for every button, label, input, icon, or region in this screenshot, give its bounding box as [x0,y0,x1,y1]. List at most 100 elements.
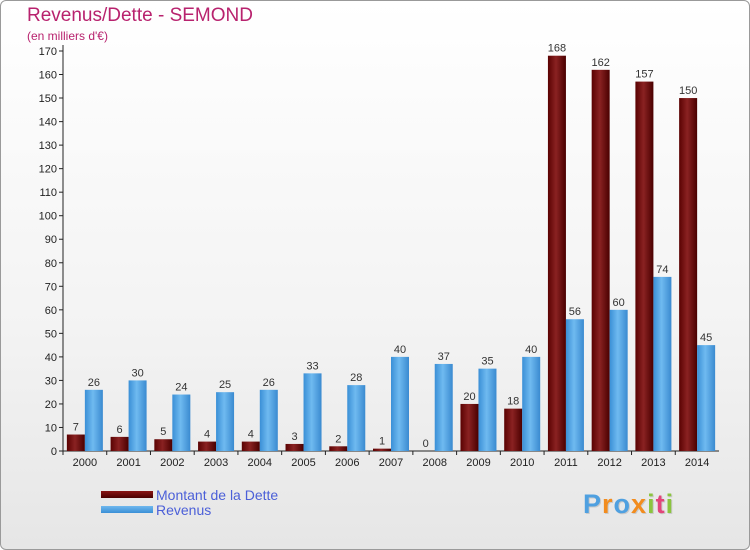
x-tick-label: 2002 [160,457,184,469]
bar-dette [66,434,85,451]
y-tick-label: 50 [45,328,57,340]
data-label-dette: 6 [117,424,123,436]
bar-revenus [609,309,628,451]
data-label-revenus: 26 [263,377,275,389]
data-label-revenus: 56 [569,306,581,318]
data-label-dette: 162 [591,57,609,69]
bar-dette [198,441,217,451]
bar-revenus [84,389,103,451]
bar-dette [285,443,304,451]
y-tick-label: 100 [39,211,57,223]
bar-dette [504,408,523,451]
data-label-dette: 5 [160,426,166,438]
x-tick-label: 2010 [510,457,534,469]
y-tick-label: 150 [39,93,57,105]
x-tick-label: 2003 [204,457,228,469]
y-tick-label: 20 [45,399,57,411]
bar-dette [154,439,173,451]
data-label-revenus: 24 [175,382,187,394]
bar-revenus [653,276,672,451]
x-tick-label: 2000 [73,457,97,469]
legend-swatch-dette [101,491,153,498]
data-label-revenus: 45 [700,332,712,344]
y-tick-label: 40 [45,352,57,364]
y-tick-label: 80 [45,258,57,270]
data-label-dette: 18 [507,396,519,408]
proxiti-logo: Proxiti [583,489,675,519]
x-tick-label: 2008 [422,457,446,469]
bar-revenus [478,368,497,451]
bar-dette [241,441,260,451]
data-label-revenus: 35 [481,356,493,368]
bar-revenus [697,345,716,451]
bar-revenus [522,356,541,451]
data-label-dette: 3 [291,431,297,443]
bar-revenus [259,389,278,451]
bar-revenus [303,373,322,451]
x-tick-label: 2005 [291,457,315,469]
bar-revenus [172,394,191,451]
data-label-revenus: 25 [219,379,231,391]
data-label-dette: 20 [463,391,475,403]
bar-revenus [565,319,584,451]
data-label-revenus: 60 [613,297,625,309]
y-tick-label: 160 [39,70,57,82]
bar-dette [635,81,654,452]
x-tick-label: 2009 [466,457,490,469]
y-tick-label: 70 [45,281,57,293]
data-label-revenus: 30 [131,367,143,379]
x-tick-label: 2007 [379,457,403,469]
data-label-dette: 7 [73,422,79,434]
data-label-dette: 1 [379,436,385,448]
y-tick-label: 90 [45,234,57,246]
bar-dette [460,403,479,451]
data-label-revenus: 37 [438,351,450,363]
y-tick-label: 170 [39,46,57,58]
data-label-revenus: 40 [525,344,537,356]
x-tick-label: 2012 [597,457,621,469]
chart-data-labels: 7266305244254263332281400372035184016856… [73,43,712,450]
data-label-dette: 2 [335,433,341,445]
chart-title: Revenus/Dette - SEMOND [27,5,253,26]
x-tick-label: 2013 [641,457,665,469]
legend-label-dette: Montant de la Dette [156,487,279,503]
data-label-revenus: 40 [394,344,406,356]
y-tick-label: 0 [51,446,57,458]
y-tick-label: 140 [39,117,57,129]
data-label-revenus: 28 [350,372,362,384]
y-tick-label: 10 [45,422,57,434]
legend-label-revenus: Revenus [156,502,212,518]
x-tick-label: 2004 [248,457,272,469]
y-tick-label: 130 [39,140,57,152]
bar-dette [373,448,391,451]
data-label-revenus: 74 [656,264,668,276]
data-label-dette: 4 [248,429,254,441]
bar-dette [679,98,698,451]
bar-dette [110,436,129,451]
bar-revenus [391,356,409,451]
data-label-dette: 0 [423,438,429,450]
legend-swatch-revenus [101,506,153,513]
bar-revenus [434,363,453,451]
x-tick-label: 2006 [335,457,359,469]
data-label-dette: 168 [548,43,566,55]
data-label-revenus: 33 [306,360,318,372]
bar-dette [547,55,566,452]
chart-bars [66,55,716,452]
data-label-dette: 4 [204,429,210,441]
data-label-revenus: 26 [88,377,100,389]
y-tick-label: 30 [45,375,57,387]
chart-subtitle: (en milliers d'€) [27,29,108,43]
y-tick-label: 110 [39,187,57,199]
bar-revenus [128,380,147,451]
x-tick-label: 2014 [685,457,709,469]
y-tick-label: 120 [39,164,57,176]
data-label-dette: 157 [635,69,653,81]
data-label-dette: 150 [679,85,697,97]
x-tick-label: 2011 [554,457,578,469]
bar-revenus [347,385,366,451]
bar-dette [591,69,610,451]
x-tick-label: 2001 [116,457,140,469]
